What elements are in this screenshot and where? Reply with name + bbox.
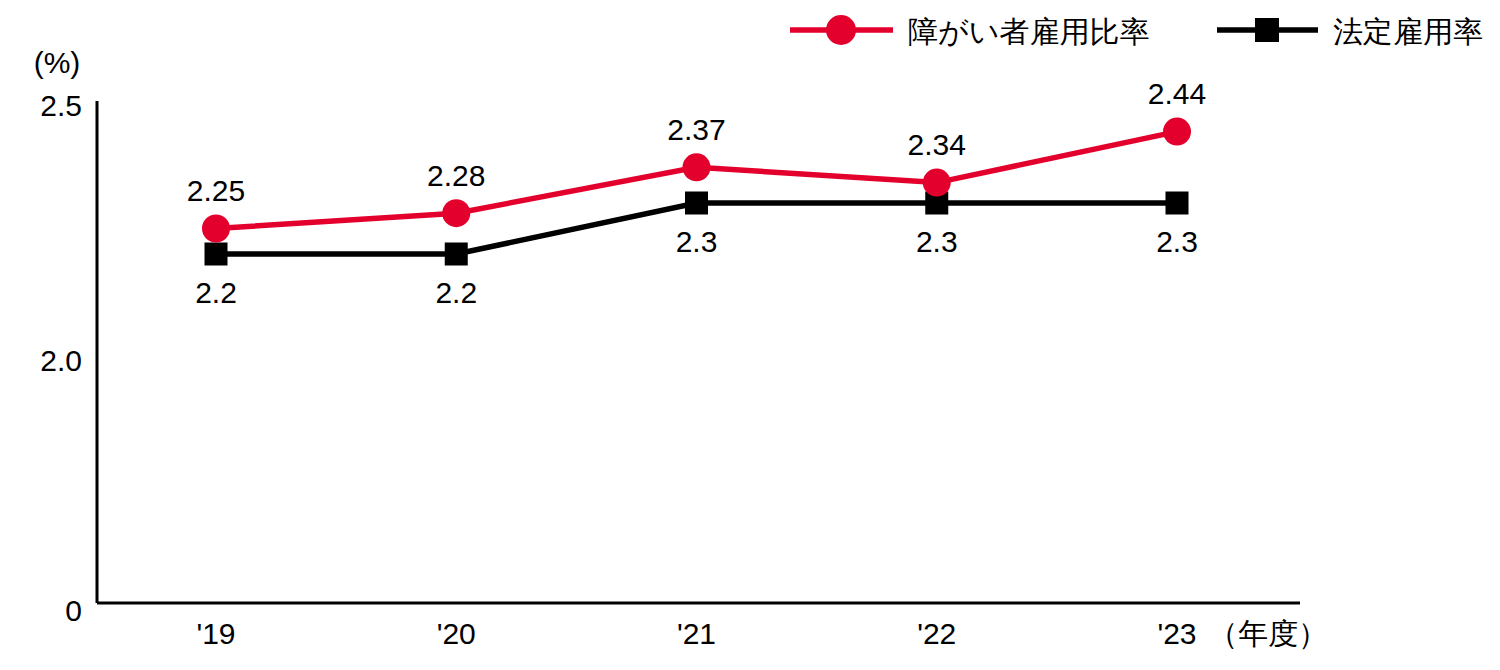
data-point-label: 2.44 (1148, 77, 1206, 110)
data-point-marker (205, 243, 228, 266)
data-point-marker (202, 215, 230, 243)
series-disability-employment-ratio: 2.25 2.28 2.37 2.34 2.44 (187, 77, 1206, 242)
legend-label: 障がい者雇用比率 (908, 15, 1149, 48)
line-chart-canvas: (%) 2.5 2.0 0 '19 '20 '21 '22 '23 （年度） 障がい者雇用比率 法定雇… (0, 0, 1500, 670)
y-tick-label: 2.0 (40, 344, 82, 377)
legend-item: 障がい者雇用比率 (790, 15, 1149, 48)
legend: 障がい者雇用比率 法定雇用率 (790, 15, 1483, 48)
data-point-marker (445, 243, 468, 266)
data-point-label: 2.3 (916, 225, 958, 258)
y-axis-unit-label: (%) (34, 46, 81, 79)
y-tick-label: 2.5 (40, 89, 82, 122)
series-statutory-employment-rate: 2.2 2.2 2.3 2.3 2.3 (195, 192, 1198, 309)
data-point-label: 2.25 (187, 174, 245, 207)
data-point-label: 2.2 (195, 276, 237, 309)
legend-marker-circle-icon (826, 15, 856, 45)
data-point-marker (923, 169, 951, 197)
data-point-marker (442, 199, 470, 227)
data-point-marker (1166, 192, 1189, 215)
data-point-marker (685, 192, 708, 215)
data-point-label: 2.2 (435, 276, 477, 309)
data-point-marker (1163, 118, 1191, 146)
data-point-label: 2.3 (676, 225, 718, 258)
y-tick-label: 0 (65, 594, 82, 627)
x-tick-label: '22 (917, 617, 956, 650)
x-tick-label: '20 (437, 617, 476, 650)
data-point-label: 2.37 (667, 113, 725, 146)
x-axis-unit-label: （年度） (1208, 617, 1328, 650)
data-point-marker (683, 153, 711, 181)
data-point-label: 2.28 (427, 159, 485, 192)
x-tick-label: '19 (196, 617, 235, 650)
legend-marker-square-icon (1255, 18, 1279, 42)
legend-label: 法定雇用率 (1333, 15, 1483, 48)
data-point-label: 2.3 (1156, 225, 1198, 258)
data-point-label: 2.34 (908, 128, 966, 161)
employment-ratio-line-chart: (%) 2.5 2.0 0 '19 '20 '21 '22 '23 （年度） 障がい者雇用比率 法定雇… (0, 0, 1500, 670)
x-tick-label: '23 (1157, 617, 1196, 650)
x-tick-label: '21 (677, 617, 716, 650)
legend-item: 法定雇用率 (1217, 15, 1483, 48)
